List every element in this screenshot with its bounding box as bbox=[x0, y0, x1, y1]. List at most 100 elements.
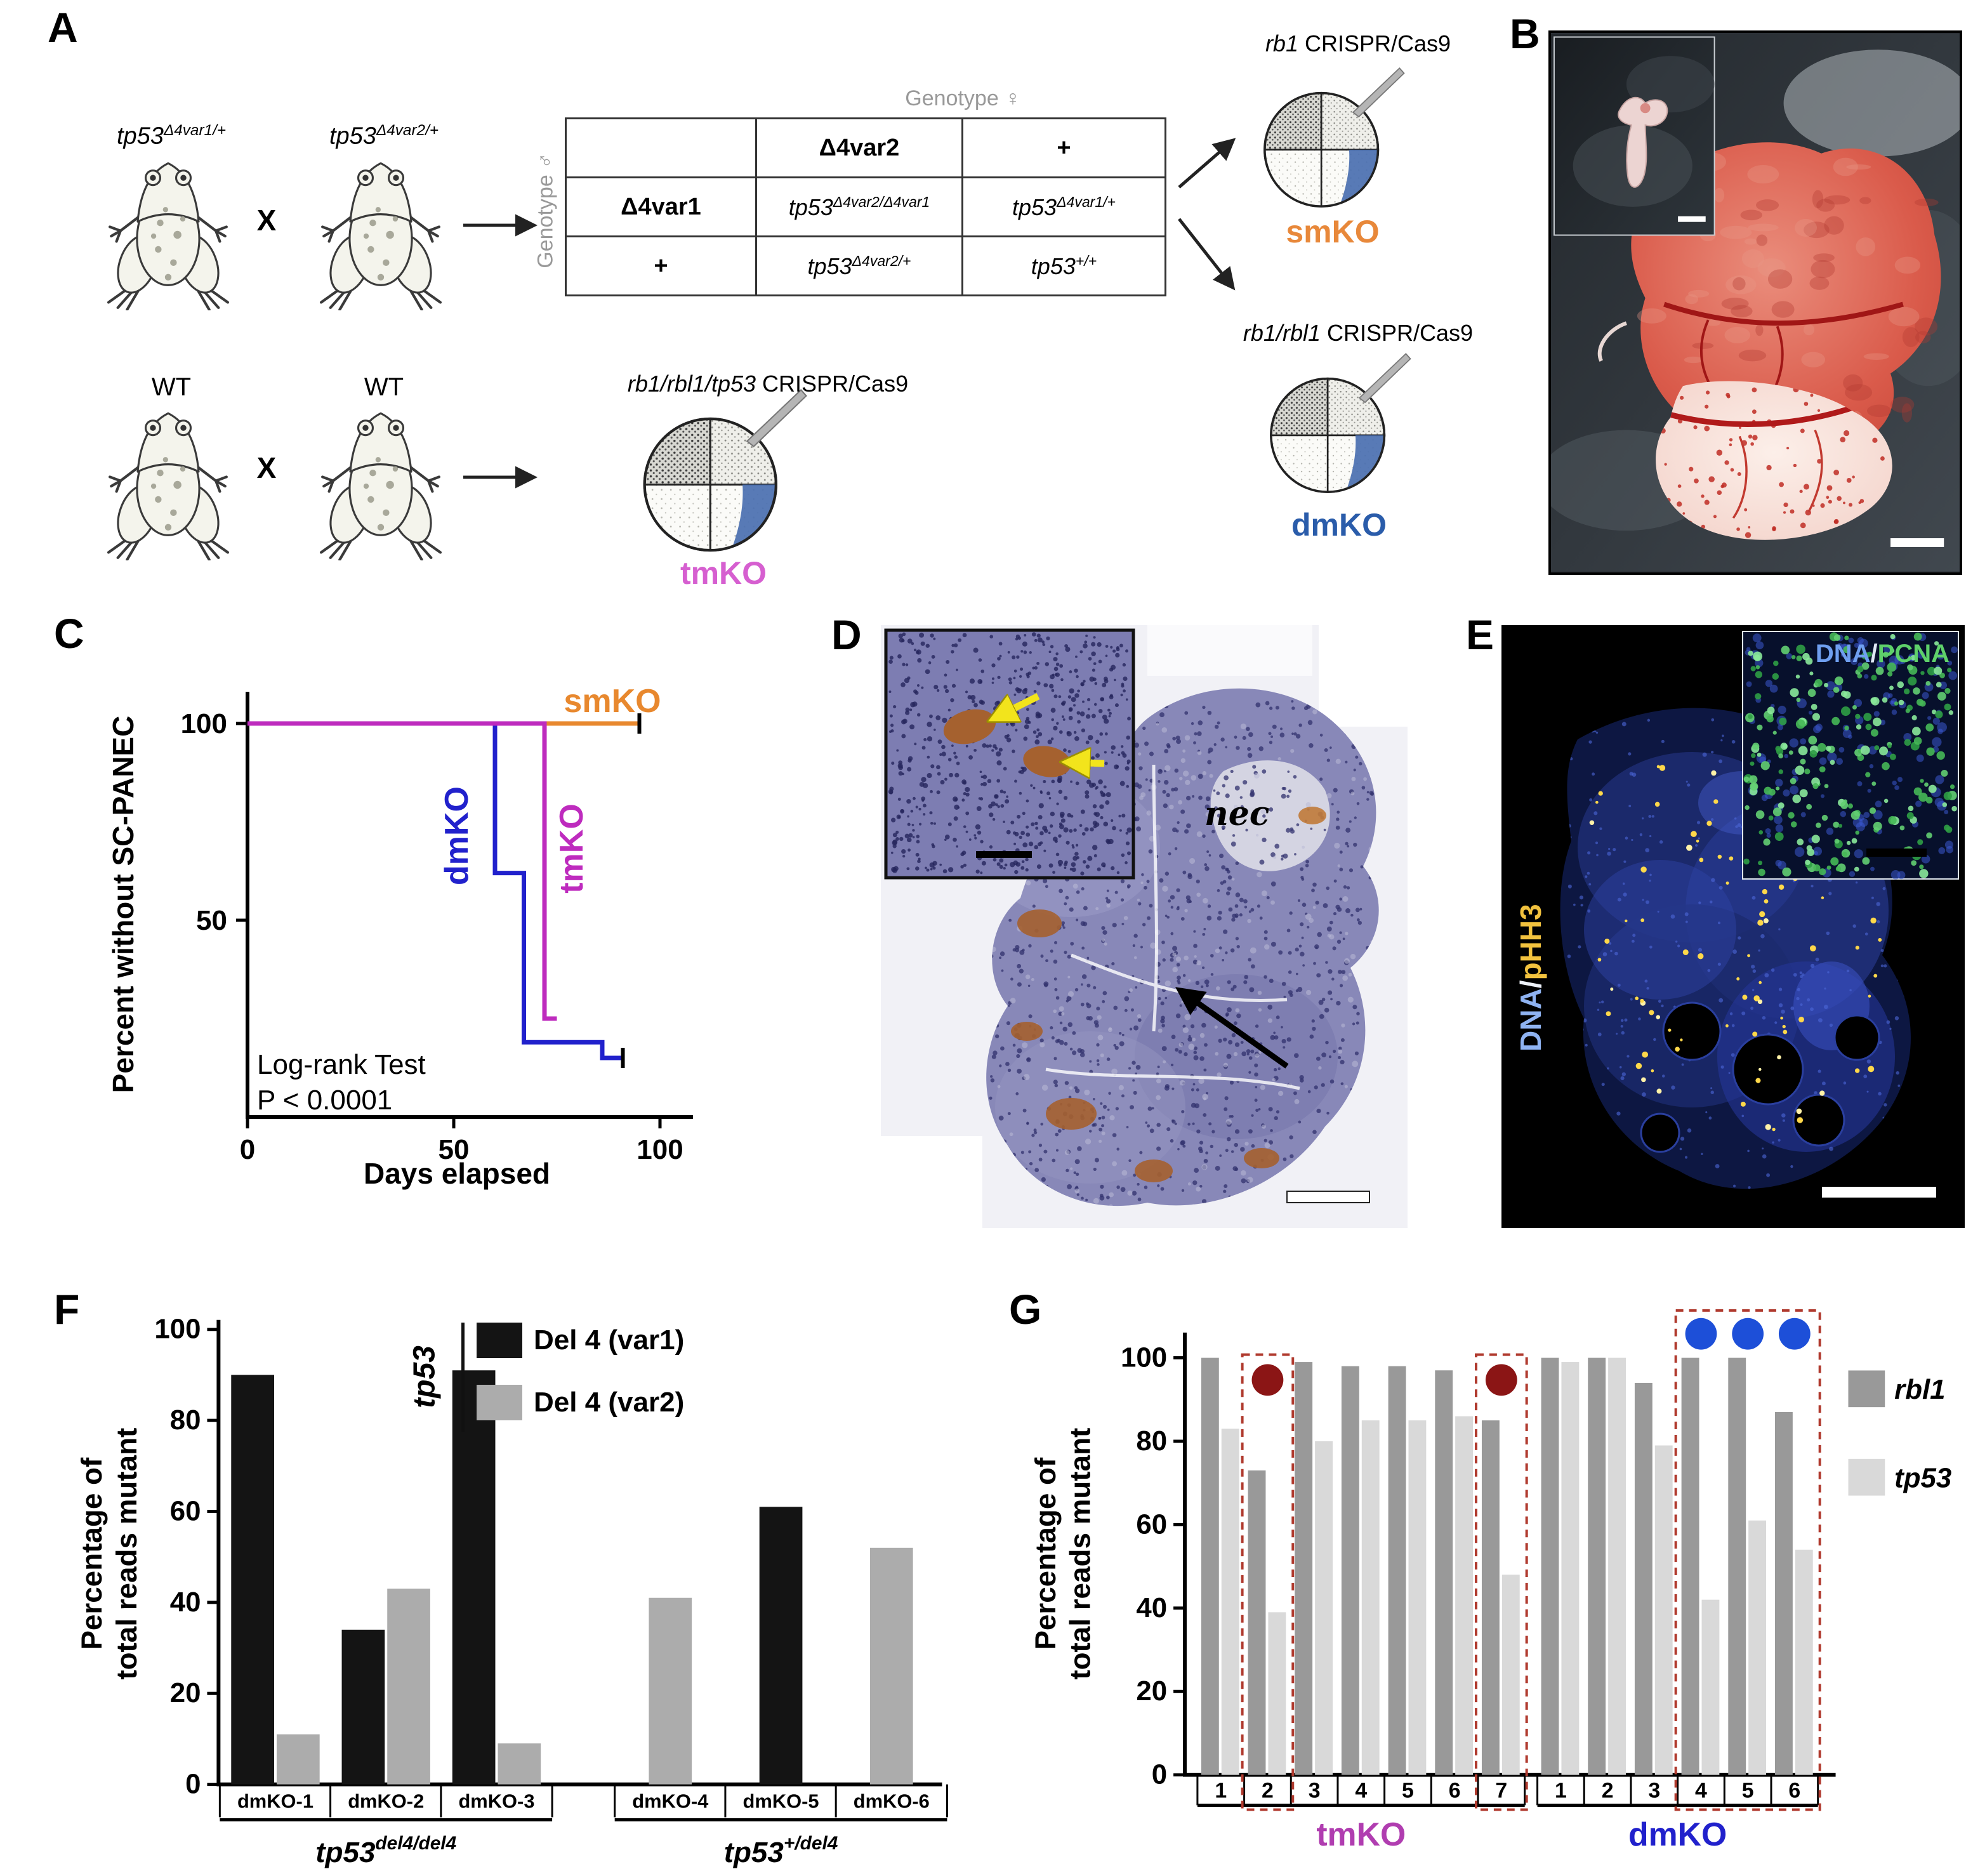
smko-crispr-label: rb1 CRISPR/Cas9 bbox=[1225, 30, 1491, 57]
svg-text:rbl1: rbl1 bbox=[1894, 1374, 1945, 1405]
e-main-sep: / bbox=[1514, 980, 1547, 988]
gene-name: tp53 bbox=[116, 122, 164, 150]
panel-b: B bbox=[1510, 13, 1966, 575]
gene-name: rb1/rbl1/tp53 bbox=[627, 371, 756, 397]
histology-inset bbox=[884, 628, 1135, 880]
e-inset-marker: PCNA bbox=[1878, 640, 1950, 668]
svg-text:20: 20 bbox=[1136, 1675, 1167, 1707]
allele-sup: Δ4var2/Δ4var1 bbox=[833, 193, 930, 210]
flow-arrows bbox=[463, 138, 1236, 489]
panel-c: C 0 50 100 50 100 smKO dmKO tmKO Percent withou… bbox=[38, 609, 723, 1250]
gene-name: tp53 bbox=[807, 253, 852, 279]
panel-d: D bbox=[831, 614, 1408, 1228]
panel-c-label: C bbox=[54, 610, 84, 657]
svg-text:dmKO: dmKO bbox=[1628, 1816, 1727, 1853]
crispr-text: CRISPR/Cas9 bbox=[1320, 320, 1474, 346]
yellow-arrow-icon bbox=[1069, 762, 1105, 763]
x-axis-label: Days elapsed bbox=[364, 1157, 550, 1190]
genotype-male-axis: Genotype ♂ bbox=[533, 152, 558, 268]
svg-text:3: 3 bbox=[1309, 1779, 1321, 1803]
gene-name: rb1/rbl1 bbox=[1243, 320, 1321, 346]
tmko-embryo-icon bbox=[645, 390, 807, 550]
scale-bar bbox=[1286, 1191, 1370, 1203]
dmko-label: dmKO bbox=[1291, 507, 1387, 543]
frog-icon bbox=[109, 413, 228, 560]
svg-text:6: 6 bbox=[1788, 1779, 1800, 1803]
gene-name: tp53 bbox=[1012, 194, 1057, 220]
tmko-label: tmKO bbox=[680, 555, 767, 591]
allele-sup: Δ4var2/+ bbox=[852, 252, 911, 269]
parent1-genotype: tp53Δ4var1/+ bbox=[86, 122, 257, 150]
smko-embryo-icon bbox=[1263, 67, 1406, 208]
panel-b-label: B bbox=[1510, 10, 1540, 57]
panel-d-label: D bbox=[831, 611, 862, 658]
svg-text:2: 2 bbox=[1262, 1779, 1274, 1803]
svg-text:5: 5 bbox=[1742, 1779, 1754, 1803]
svg-text:total reads mutant: total reads mutant bbox=[110, 1428, 143, 1680]
phh3-foci bbox=[1589, 745, 1882, 1132]
genotype-cell: tp53Δ4var2/+ bbox=[755, 235, 963, 296]
cross-symbol: X bbox=[256, 451, 277, 484]
svg-text:dmKO-6: dmKO-6 bbox=[854, 1790, 930, 1812]
pcna-inset: DNA/PCNA bbox=[1742, 631, 1959, 880]
gene-name: rb1 bbox=[1265, 30, 1298, 56]
svg-text:2: 2 bbox=[1602, 1779, 1614, 1803]
svg-text:80: 80 bbox=[170, 1404, 201, 1436]
dmko-embryo-icon bbox=[1270, 352, 1412, 493]
svg-text:tmKO: tmKO bbox=[1316, 1816, 1406, 1853]
panel-g-label: G bbox=[1009, 1286, 1042, 1333]
legend-label: Del 4 (var1) bbox=[534, 1324, 685, 1356]
legend-label: Del 4 (var2) bbox=[534, 1387, 685, 1418]
panel-g: G 0 20 40 60 80 100 Percentage of total reads m… bbox=[990, 1288, 1966, 1876]
svg-text:Percentage of: Percentage of bbox=[1029, 1457, 1062, 1650]
svg-text:80: 80 bbox=[1136, 1425, 1167, 1457]
dissection-inset bbox=[1553, 36, 1715, 236]
gene-name: tp53 bbox=[788, 194, 833, 220]
survival-chart: 0 50 100 50 100 smKO dmKO tmKO Percent without … bbox=[107, 683, 693, 1190]
svg-text:1: 1 bbox=[1215, 1779, 1227, 1803]
svg-text:50: 50 bbox=[439, 1134, 470, 1165]
annotation-arrow bbox=[1175, 987, 1289, 1069]
legend-swatch-var1 bbox=[477, 1323, 522, 1358]
svg-text:60: 60 bbox=[1136, 1509, 1167, 1540]
svg-text:1: 1 bbox=[1555, 1779, 1567, 1803]
svg-text:7: 7 bbox=[1495, 1779, 1507, 1803]
crispr-text: CRISPR/Cas9 bbox=[1298, 30, 1451, 56]
svg-text:4: 4 bbox=[1695, 1779, 1707, 1803]
y-axis-label: Percent without SC-PANEC bbox=[107, 716, 140, 1093]
necrotic-region bbox=[1210, 760, 1330, 871]
main-stain-label: DNA/pHH3 bbox=[1514, 904, 1547, 1052]
e-main-marker: pHH3 bbox=[1514, 904, 1547, 980]
svg-text:20: 20 bbox=[170, 1677, 201, 1708]
legend-divider bbox=[461, 1323, 465, 1432]
col-header: + bbox=[961, 117, 1166, 178]
genotype-cell: tp53Δ4var1/+ bbox=[961, 176, 1166, 237]
scale-bar bbox=[1822, 1187, 1936, 1198]
svg-text:100: 100 bbox=[1121, 1342, 1167, 1373]
svg-text:tp53+/del4: tp53+/del4 bbox=[724, 1833, 838, 1868]
legend-title: tp53 bbox=[407, 1345, 442, 1408]
allele-sup: Δ4var2/+ bbox=[376, 122, 439, 139]
svg-text:100: 100 bbox=[637, 1134, 683, 1165]
row-header: Δ4var1 bbox=[565, 176, 757, 237]
e-main-dna: DNA bbox=[1514, 988, 1547, 1052]
svg-text:4: 4 bbox=[1355, 1779, 1367, 1803]
legend-swatch-var2 bbox=[477, 1385, 522, 1420]
svg-text:tp53del4/del4: tp53del4/del4 bbox=[315, 1833, 456, 1868]
histology-image: nec bbox=[881, 625, 1408, 1228]
allele-sup: Δ4var1/+ bbox=[1057, 193, 1116, 210]
inset-stain-label: DNA/PCNA bbox=[1816, 640, 1950, 668]
inset-scale-bar bbox=[976, 851, 1032, 858]
col-header: Δ4var2 bbox=[755, 117, 963, 178]
frog-icon bbox=[109, 163, 228, 310]
svg-text:3: 3 bbox=[1648, 1779, 1660, 1803]
scale-bar bbox=[1890, 538, 1944, 547]
allele-sup: +/+ bbox=[1075, 252, 1097, 269]
svg-text:dmKO-4: dmKO-4 bbox=[632, 1790, 708, 1812]
svg-text:0: 0 bbox=[1152, 1759, 1167, 1790]
svg-text:smKO: smKO bbox=[564, 683, 661, 720]
svg-text:tmKO: tmKO bbox=[553, 803, 590, 894]
smko-label: smKO bbox=[1286, 214, 1380, 249]
gene-name: tp53 bbox=[329, 122, 376, 150]
